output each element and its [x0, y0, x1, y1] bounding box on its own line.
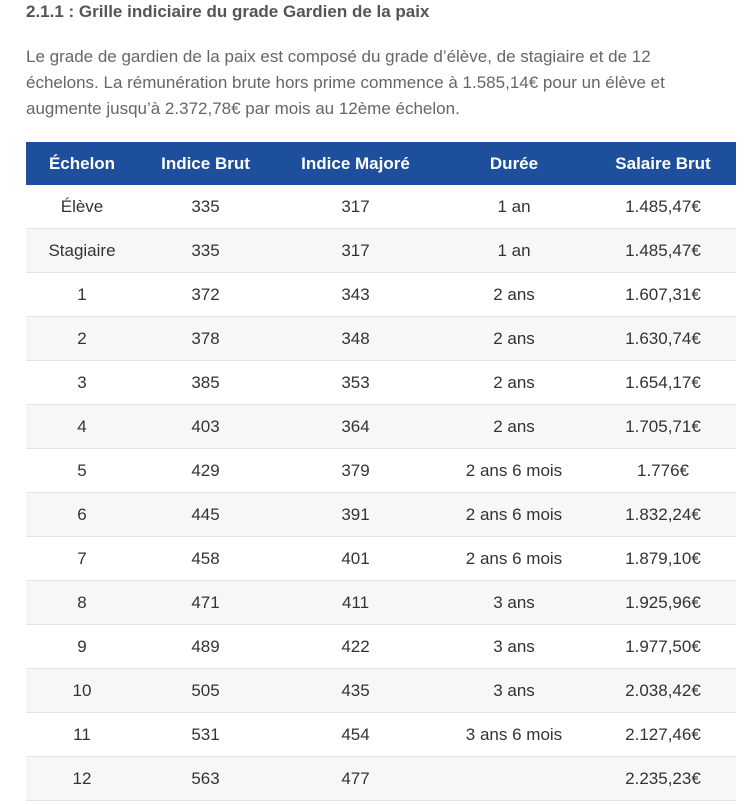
cell-indice-brut: 378 [138, 316, 273, 361]
cell-echelon: 2 [26, 316, 138, 361]
table-row: 1 372 343 2 ans 1.607,31€ [26, 272, 736, 317]
table-row: Stagiaire 335 317 1 an 1.485,47€ [26, 228, 736, 273]
cell-salaire-brut: 1.630,74€ [590, 316, 736, 361]
cell-duree: 2 ans [438, 316, 590, 361]
cell-indice-majore: 317 [273, 185, 438, 229]
intro-paragraph: Le grade de gardien de la paix est compo… [26, 47, 665, 118]
cell-echelon: 1 [26, 272, 138, 317]
cell-indice-brut: 505 [138, 668, 273, 713]
table-row: 9 489 422 3 ans 1.977,50€ [26, 624, 736, 669]
cell-salaire-brut: 1.654,17€ [590, 360, 736, 405]
cell-echelon: 3 [26, 360, 138, 405]
cell-duree: 3 ans [438, 580, 590, 625]
cell-indice-majore: 317 [273, 228, 438, 273]
cell-indice-majore: 454 [273, 712, 438, 757]
cell-duree: 2 ans [438, 404, 590, 449]
table-row: 11 531 454 3 ans 6 mois 2.127,46€ [26, 712, 736, 757]
column-header-salaire-brut: Salaire Brut [590, 142, 736, 185]
table-header-row: Échelon Indice Brut Indice Majoré Durée … [26, 142, 736, 185]
cell-duree: 1 an [438, 228, 590, 273]
cell-salaire-brut: 1.832,24€ [590, 492, 736, 537]
cell-indice-majore: 348 [273, 316, 438, 361]
column-header-echelon: Échelon [26, 142, 138, 185]
section-heading: 2.1.1 : Grille indiciaire du grade Gardi… [26, 2, 430, 21]
cell-indice-majore: 379 [273, 448, 438, 493]
cell-duree: 3 ans 6 mois [438, 712, 590, 757]
cell-duree: 1 an [438, 185, 590, 229]
cell-salaire-brut: 1.776€ [590, 448, 736, 493]
table-row: 4 403 364 2 ans 1.705,71€ [26, 404, 736, 449]
table-row: 3 385 353 2 ans 1.654,17€ [26, 360, 736, 405]
cell-indice-brut: 385 [138, 360, 273, 405]
table-body: Élève 335 317 1 an 1.485,47€ Stagiaire 335 317 1… [26, 185, 736, 801]
table-row: 2 378 348 2 ans 1.630,74€ [26, 316, 736, 361]
cell-salaire-brut: 1.485,47€ [590, 185, 736, 229]
cell-indice-majore: 353 [273, 360, 438, 405]
cell-salaire-brut: 2.235,23€ [590, 756, 736, 801]
cell-indice-majore: 364 [273, 404, 438, 449]
cell-indice-majore: 391 [273, 492, 438, 537]
cell-echelon: 11 [26, 712, 138, 757]
cell-salaire-brut: 2.038,42€ [590, 668, 736, 713]
cell-indice-brut: 445 [138, 492, 273, 537]
table-row: 10 505 435 3 ans 2.038,42€ [26, 668, 736, 713]
cell-indice-brut: 489 [138, 624, 273, 669]
cell-duree: 2 ans 6 mois [438, 448, 590, 493]
cell-indice-brut: 458 [138, 536, 273, 581]
cell-salaire-brut: 1.705,71€ [590, 404, 736, 449]
cell-indice-majore: 435 [273, 668, 438, 713]
cell-echelon: 6 [26, 492, 138, 537]
cell-salaire-brut: 1.607,31€ [590, 272, 736, 317]
cell-salaire-brut: 2.127,46€ [590, 712, 736, 757]
cell-echelon: 9 [26, 624, 138, 669]
cell-echelon: Élève [26, 185, 138, 229]
cell-echelon: 12 [26, 756, 138, 801]
cell-indice-brut: 429 [138, 448, 273, 493]
cell-indice-majore: 401 [273, 536, 438, 581]
table-row: 5 429 379 2 ans 6 mois 1.776€ [26, 448, 736, 493]
cell-indice-majore: 477 [273, 756, 438, 801]
cell-echelon: Stagiaire [26, 228, 138, 273]
column-header-indice-brut: Indice Brut [138, 142, 273, 185]
cell-indice-brut: 531 [138, 712, 273, 757]
salary-grid-table: Échelon Indice Brut Indice Majoré Durée … [26, 142, 736, 801]
cell-indice-brut: 335 [138, 185, 273, 229]
cell-salaire-brut: 1.977,50€ [590, 624, 736, 669]
column-header-indice-majore: Indice Majoré [273, 142, 438, 185]
cell-duree: 2 ans 6 mois [438, 492, 590, 537]
cell-duree [438, 756, 590, 801]
table-row: 7 458 401 2 ans 6 mois 1.879,10€ [26, 536, 736, 581]
cell-salaire-brut: 1.485,47€ [590, 228, 736, 273]
cell-echelon: 7 [26, 536, 138, 581]
cell-duree: 3 ans [438, 624, 590, 669]
column-header-duree: Durée [438, 142, 590, 185]
cell-duree: 2 ans [438, 272, 590, 317]
cell-indice-brut: 403 [138, 404, 273, 449]
cell-indice-brut: 335 [138, 228, 273, 273]
cell-indice-brut: 471 [138, 580, 273, 625]
cell-echelon: 8 [26, 580, 138, 625]
cell-salaire-brut: 1.879,10€ [590, 536, 736, 581]
cell-salaire-brut: 1.925,96€ [590, 580, 736, 625]
cell-indice-majore: 411 [273, 580, 438, 625]
cell-duree: 2 ans [438, 360, 590, 405]
table-row: 6 445 391 2 ans 6 mois 1.832,24€ [26, 492, 736, 537]
table-row: 12 563 477 2.235,23€ [26, 756, 736, 801]
cell-indice-brut: 372 [138, 272, 273, 317]
cell-duree: 2 ans 6 mois [438, 536, 590, 581]
cell-duree: 3 ans [438, 668, 590, 713]
cell-indice-majore: 343 [273, 272, 438, 317]
cell-indice-brut: 563 [138, 756, 273, 801]
cell-echelon: 5 [26, 448, 138, 493]
table-row: 8 471 411 3 ans 1.925,96€ [26, 580, 736, 625]
cell-indice-majore: 422 [273, 624, 438, 669]
cell-echelon: 4 [26, 404, 138, 449]
table-row: Élève 335 317 1 an 1.485,47€ [26, 185, 736, 229]
cell-echelon: 10 [26, 668, 138, 713]
